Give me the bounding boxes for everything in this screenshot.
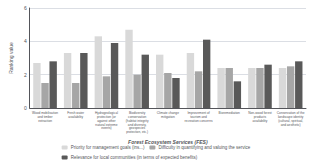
svg-text:0: 0 xyxy=(24,105,27,111)
svg-text:4: 4 xyxy=(24,38,27,44)
svg-text:(habitat integrity: (habitat integrity xyxy=(125,118,149,123)
svg-text:against other: against other xyxy=(97,118,116,123)
svg-text:recreation concerns: recreation concerns xyxy=(185,119,213,123)
svg-text:products: products xyxy=(253,114,267,119)
svg-text:landscape identity: landscape identity xyxy=(277,114,304,119)
svg-text:2: 2 xyxy=(24,72,27,78)
svg-text:Climate change: Climate change xyxy=(156,111,179,115)
svg-text:Non-wood forest: Non-wood forest xyxy=(248,111,272,115)
svg-text:Relevance for local communitie: Relevance for local communities (in term… xyxy=(71,155,198,160)
svg-text:6: 6 xyxy=(24,5,27,11)
svg-text:mitigation: mitigation xyxy=(161,115,175,119)
svg-text:tourism and: tourism and xyxy=(190,114,207,119)
svg-text:conservation: conservation xyxy=(128,114,147,119)
svg-text:and aesthetic): and aesthetic) xyxy=(281,122,301,126)
svg-text:extraction: extraction xyxy=(38,119,52,123)
svg-text:protection (or: protection (or xyxy=(97,114,116,119)
svg-text:Ranking value: Ranking value xyxy=(8,42,14,74)
svg-text:Hydrogeological: Hydrogeological xyxy=(95,111,118,115)
svg-text:Improvement of: Improvement of xyxy=(187,111,210,115)
svg-text:Conservation of the: Conservation of the xyxy=(276,111,305,115)
svg-text:(cultural, spiritual,: (cultural, spiritual, xyxy=(278,118,304,123)
svg-text:natural extreme: natural extreme xyxy=(95,122,118,127)
svg-text:protection, etc.): protection, etc.) xyxy=(126,130,148,134)
svg-text:availability: availability xyxy=(68,115,83,119)
svg-text:and timber: and timber xyxy=(37,114,53,119)
svg-text:Wood mobilisation: Wood mobilisation xyxy=(32,111,58,115)
svg-text:geospecies: geospecies xyxy=(129,126,146,130)
svg-text:Bioremediation: Bioremediation xyxy=(219,111,240,115)
svg-text:Priority for management goals: Priority for management goals (ins...) xyxy=(71,145,145,150)
svg-text:and diversity,: and diversity, xyxy=(127,122,147,127)
svg-text:Difficulty in quantifying and: Difficulty in quantifying and valuing th… xyxy=(158,145,250,150)
svg-text:Forest Ecosystem Services (FES: Forest Ecosystem Services (FES) xyxy=(128,139,208,145)
svg-text:Fresh water: Fresh water xyxy=(67,111,85,115)
svg-text:availability: availability xyxy=(253,119,268,123)
svg-text:Biodiversity: Biodiversity xyxy=(129,111,146,115)
svg-text:events): events) xyxy=(101,126,111,130)
